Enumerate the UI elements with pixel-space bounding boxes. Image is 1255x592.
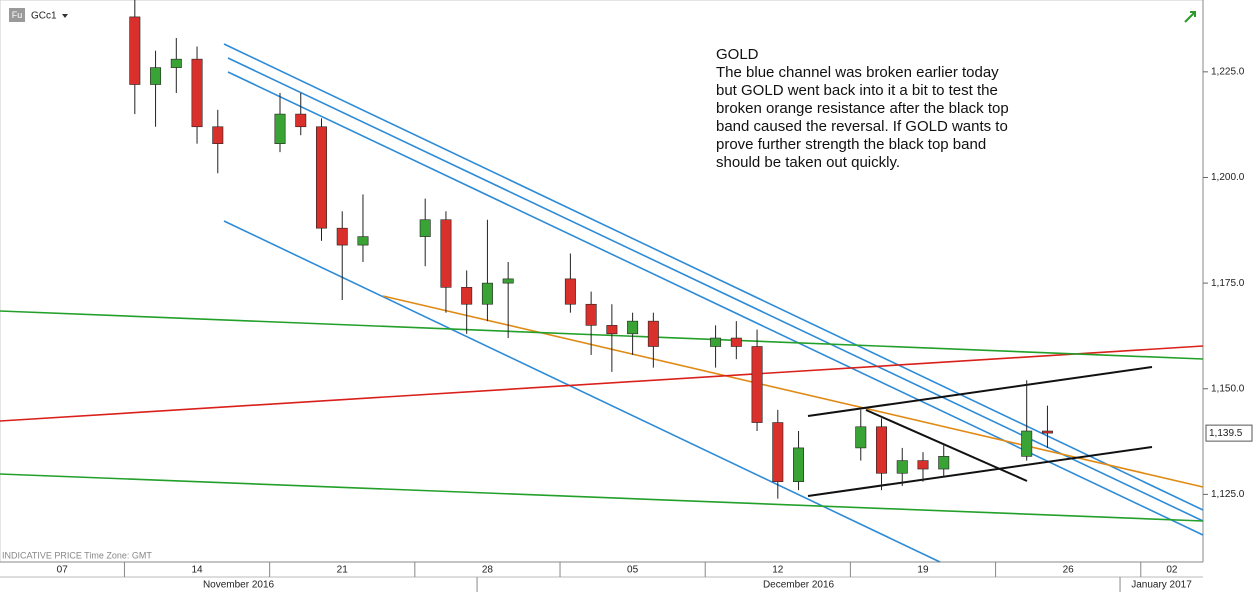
x-tick-label: 28 xyxy=(482,565,494,576)
y-tick-label: 1,150.0 xyxy=(1211,383,1245,394)
green-line xyxy=(0,310,1204,360)
footer-note: INDICATIVE PRICE Time Zone: GMT xyxy=(2,550,152,560)
y-tick-label: 1,175.0 xyxy=(1211,278,1245,289)
candle-body xyxy=(606,325,618,335)
candle-body xyxy=(440,219,452,288)
candle-body xyxy=(627,320,639,335)
candles xyxy=(129,0,1053,499)
candle-body xyxy=(481,282,493,305)
month-label: January 2017 xyxy=(1131,580,1192,591)
annotation-title: GOLD xyxy=(716,46,759,63)
candle-body xyxy=(751,346,763,423)
candle-body xyxy=(170,58,182,68)
x-tick-label: 02 xyxy=(1166,565,1178,576)
orange-line xyxy=(382,295,1204,488)
month-label: December 2016 xyxy=(763,580,835,591)
candle-body xyxy=(938,456,950,470)
candle-body xyxy=(316,126,327,229)
candle-body xyxy=(191,58,203,128)
badge-text: Fu xyxy=(12,10,23,20)
candle-body xyxy=(461,287,473,305)
black-band-line xyxy=(807,446,1153,497)
annotation-text: The blue channel was broken earlier toda… xyxy=(716,64,1009,171)
x-tick-label: 19 xyxy=(917,565,929,576)
candle-body xyxy=(585,303,597,326)
blue-channel-line xyxy=(227,71,1204,536)
candle-body xyxy=(730,337,742,347)
candle-body xyxy=(564,278,576,305)
y-tick-label: 1,200.0 xyxy=(1211,172,1245,183)
last-price-label: 1,139.5 xyxy=(1209,428,1243,439)
candle-body xyxy=(793,447,805,483)
annotation: GOLD The blue channel was broken earlier… xyxy=(716,46,1016,172)
candle-body xyxy=(357,236,369,246)
x-tick-label: 14 xyxy=(191,565,203,576)
last-price-box xyxy=(1205,424,1253,442)
y-tick-label: 1,225.0 xyxy=(1211,66,1245,77)
candle-body xyxy=(1021,430,1033,457)
dropdown-arrow[interactable] xyxy=(62,14,68,18)
black-band-line xyxy=(865,409,1028,482)
y-tick-label: 1,125.0 xyxy=(1211,489,1245,500)
candle-body xyxy=(129,16,141,85)
blue-channel-line xyxy=(223,43,1204,511)
black-band-line xyxy=(807,366,1153,417)
x-tick-label: 05 xyxy=(627,565,639,576)
symbol[interactable]: GCc1 xyxy=(31,11,57,22)
trend-lines xyxy=(0,43,1204,563)
candle-body xyxy=(647,320,659,347)
candle-body xyxy=(212,126,224,144)
candle-body xyxy=(710,337,722,347)
candle-body xyxy=(917,460,929,470)
candle-body xyxy=(502,278,514,284)
candle-body xyxy=(876,426,887,474)
candle-body xyxy=(150,67,162,85)
x-tick-label: 07 xyxy=(57,565,69,576)
candle-body xyxy=(1041,430,1053,434)
blue-channel-line xyxy=(223,220,941,563)
trend-icon[interactable] xyxy=(1184,11,1196,23)
x-tick-label: 26 xyxy=(1063,565,1075,576)
candle-body xyxy=(336,227,348,246)
badge xyxy=(9,8,25,22)
month-label: November 2016 xyxy=(203,580,275,591)
candle-body xyxy=(896,460,908,474)
candle-body xyxy=(274,113,286,144)
green-line xyxy=(0,473,1204,522)
x-tick-label: 12 xyxy=(772,565,784,576)
blue-channel-line xyxy=(227,57,1204,522)
candle-body xyxy=(295,113,307,128)
plot-area xyxy=(0,0,1204,563)
candle-body xyxy=(772,422,784,483)
candle-body xyxy=(419,219,431,237)
y-axis-panel xyxy=(1203,0,1255,592)
x-tick-label: 21 xyxy=(337,565,349,576)
red-line xyxy=(0,345,1204,422)
candle-body xyxy=(855,426,867,449)
